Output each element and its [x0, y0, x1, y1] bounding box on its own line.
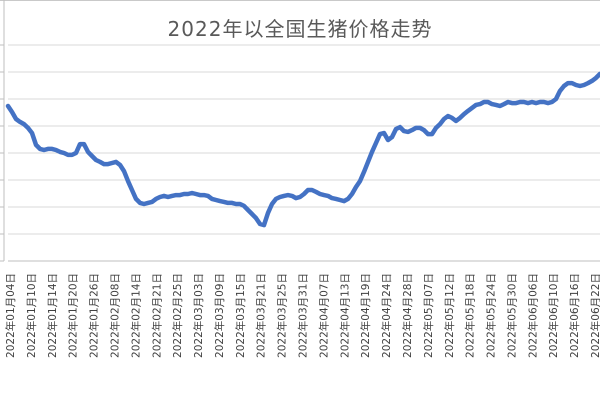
x-axis-label: 2022年01月14日 — [46, 273, 59, 358]
x-axis-label: 2022年03月03日 — [192, 273, 205, 358]
x-axis-label: 2022年03月09日 — [213, 273, 226, 358]
x-axis-label: 2022年06月16日 — [568, 273, 581, 358]
chart-top-border — [0, 0, 600, 1]
x-axis-label: 2022年04月19日 — [359, 273, 372, 358]
x-axis-label: 2022年04月07日 — [317, 273, 330, 358]
x-axis-label: 2022年05月30日 — [505, 273, 518, 358]
x-axis-label: 2022年05月07日 — [422, 273, 435, 358]
x-axis-label: 2022年04月13日 — [338, 273, 351, 358]
x-axis-label: 2022年06月22日 — [589, 273, 600, 358]
x-axis-label: 2022年03月21日 — [255, 273, 268, 358]
x-axis-label: 2022年03月15日 — [234, 273, 247, 358]
x-axis-label: 2022年03月25日 — [276, 273, 289, 358]
x-axis-label: 2022年05月18日 — [464, 273, 477, 358]
x-axis-label: 2022年02月25日 — [171, 273, 184, 358]
x-axis-label: 2022年01月26日 — [88, 273, 101, 358]
x-axis-label: 2022年04月28日 — [401, 273, 414, 358]
x-axis-label: 2022年01月10日 — [25, 273, 38, 358]
x-axis-label: 2022年01月20日 — [67, 273, 80, 358]
x-axis-label: 2022年05月24日 — [485, 273, 498, 358]
x-axis-label: 2022年06月10日 — [547, 273, 560, 358]
x-axis-label: 2022年02月14日 — [129, 273, 142, 358]
x-axis-label: 2022年06月06日 — [526, 273, 539, 358]
price-line — [5, 71, 600, 228]
x-axis-label: 2022年02月08日 — [108, 273, 121, 358]
x-axis-label: 2022年02月21日 — [150, 273, 163, 358]
x-axis-label: 2022年04月24日 — [380, 273, 393, 358]
chart-title: 2022年以全国生猪价格走势 — [167, 17, 433, 41]
x-axis-label: 2022年05月12日 — [443, 273, 456, 358]
x-axis-label: 2022年03月31日 — [297, 273, 310, 358]
x-axis-label: 2022年01月04日 — [4, 273, 17, 358]
